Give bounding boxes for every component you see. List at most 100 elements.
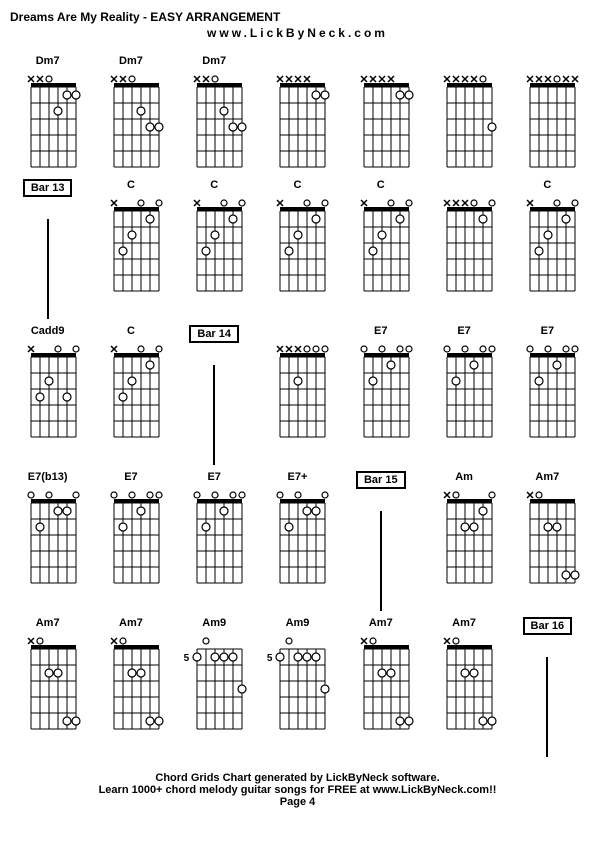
chord-diagram: 0 (96, 635, 166, 735)
chord-cell: E7(b13)0 (10, 471, 85, 611)
chord-label: Am7 (535, 471, 559, 487)
chord-diagram: 0 (262, 197, 332, 297)
chord-cell: 0 (343, 55, 418, 173)
chord-cell: Dm70 (10, 55, 85, 173)
chord-cell: Cadd9 0 (10, 325, 85, 465)
chord-cell: Am70 (426, 617, 501, 757)
chord-label: Dm7 (36, 55, 60, 71)
chord-diagram: 0 (262, 73, 332, 173)
chord-label: C (294, 179, 302, 195)
chord-cell: Am 0 (426, 471, 501, 611)
chord-label: Cadd9 (31, 325, 65, 341)
bar-label: Bar 15 (356, 471, 406, 489)
chord-diagram: 0 (96, 197, 166, 297)
chord-cell: Am9 5 (260, 617, 335, 757)
chord-cell: C0 (510, 179, 585, 319)
fret-number: 5 (179, 653, 189, 664)
chord-cell: Dm70 (177, 55, 252, 173)
chord-cell: Dm70 (93, 55, 168, 173)
chord-diagram: 0 (429, 489, 499, 589)
chord-cell: C0 (93, 179, 168, 319)
chord-label: Am7 (36, 617, 60, 633)
footer-line1: Chord Grids Chart generated by LickByNec… (10, 772, 585, 784)
bar-separator (380, 511, 382, 611)
chord-label: C (127, 179, 135, 195)
chord-cell: 0 (260, 325, 335, 465)
page-number: Page 4 (10, 796, 585, 808)
chord-cell: Am70 (343, 617, 418, 757)
chord-label: C (377, 179, 385, 195)
chord-label: E7+ (288, 471, 308, 487)
chord-diagram: 0 (13, 73, 83, 173)
chord-label: E7 (207, 471, 220, 487)
chord-diagram: 0 (346, 197, 416, 297)
chord-label: E7 (541, 325, 554, 341)
chord-label: E7 (374, 325, 387, 341)
chord-cell: C0 (93, 325, 168, 465)
chord-diagram: 0 (429, 343, 499, 443)
chord-label: Dm7 (119, 55, 143, 71)
chord-label: Am7 (119, 617, 143, 633)
chord-cell: E70 (426, 325, 501, 465)
chord-cell: C0 (177, 179, 252, 319)
chord-cell: Bar 15 (343, 471, 418, 611)
chord-diagram: 0 (512, 197, 582, 297)
chord-cell: Bar 16 (510, 617, 585, 757)
bar-separator (47, 219, 49, 319)
chord-cell: Bar 13 (10, 179, 85, 319)
bar-separator (213, 365, 215, 465)
chord-cell: E70 (343, 325, 418, 465)
chord-diagram: 0 (179, 73, 249, 173)
chord-cell: E7+0 (260, 471, 335, 611)
chord-label: E7 (124, 471, 137, 487)
chord-diagram: 0 (429, 73, 499, 173)
chord-label: E7(b13) (28, 471, 68, 487)
chord-label: C (543, 179, 551, 195)
chord-diagram: 0 (13, 635, 83, 735)
chord-label: C (127, 325, 135, 341)
chord-diagram: 0 (512, 73, 582, 173)
chord-diagram: 0 (262, 489, 332, 589)
chord-diagram: 0 (96, 489, 166, 589)
chord-cell: E70 (177, 471, 252, 611)
bar-label: Bar 13 (23, 179, 73, 197)
chord-diagram: 0 (512, 343, 582, 443)
chord-cell: Am70 (10, 617, 85, 757)
chord-label: E7 (457, 325, 470, 341)
chord-label: Dm7 (202, 55, 226, 71)
fret-number: 5 (262, 653, 272, 664)
bar-label: Bar 16 (523, 617, 573, 635)
chord-diagram: 5 (179, 635, 249, 735)
chord-cell: Am70 (93, 617, 168, 757)
chord-diagram: 0 (13, 343, 83, 443)
chord-label: Am (455, 471, 473, 487)
bar-label: Bar 14 (189, 325, 239, 343)
chord-diagram: 0 (429, 635, 499, 735)
chord-diagram: 0 (346, 343, 416, 443)
chord-diagram: 0 (179, 489, 249, 589)
chord-label: Am7 (452, 617, 476, 633)
bar-separator (546, 657, 548, 757)
chord-diagram: 0 (96, 343, 166, 443)
chord-grid: Dm70Dm70Dm700000Bar 13C0C0C0C00C0Cadd90C… (10, 55, 585, 757)
chord-label: Am9 (286, 617, 310, 633)
chord-cell: 0 (426, 55, 501, 173)
footer: Chord Grids Chart generated by LickByNec… (10, 772, 585, 808)
chord-cell: Am95 (177, 617, 252, 757)
chord-cell: C0 (260, 179, 335, 319)
footer-line2: Learn 1000+ chord melody guitar songs fo… (10, 784, 585, 796)
chord-diagram: 0 (96, 73, 166, 173)
chord-cell: Bar 14 (177, 325, 252, 465)
chord-cell: 0 (510, 55, 585, 173)
chord-diagram: 0 (346, 635, 416, 735)
chord-cell: C0 (343, 179, 418, 319)
chord-diagram: 0 (512, 489, 582, 589)
chord-label: Am7 (369, 617, 393, 633)
chord-diagram: 0 (262, 343, 332, 443)
chord-cell: 0 (426, 179, 501, 319)
website-url: www.LickByNeck.com (10, 26, 585, 40)
chord-cell: E70 (93, 471, 168, 611)
chord-diagram: 0 (429, 197, 499, 297)
chord-cell: 0 (260, 55, 335, 173)
chord-cell: Am70 (510, 471, 585, 611)
